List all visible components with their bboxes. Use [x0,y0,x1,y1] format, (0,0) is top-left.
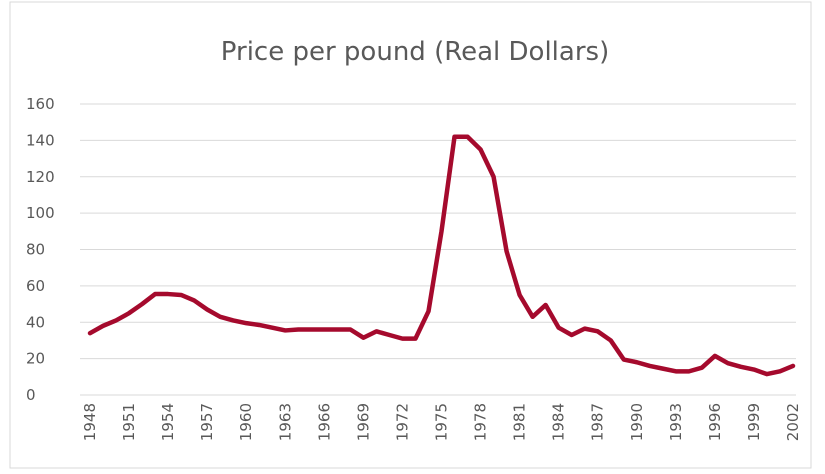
x-tick-label: 1990 [628,403,646,441]
chart-title: Price per pound (Real Dollars) [221,37,609,67]
x-tick-label: 1951 [120,403,138,441]
y-tick-label: 40 [26,313,45,331]
x-tick-label: 1978 [472,403,490,441]
y-tick-label: 160 [26,95,55,113]
x-tick-label: 2002 [784,403,802,441]
y-tick-label: 140 [26,131,55,149]
x-tick-label: 1969 [354,403,372,441]
x-tick-label: 1966 [315,403,333,441]
x-tick-label: 1948 [81,403,99,441]
x-tick-label: 1996 [706,403,724,441]
y-tick-label: 80 [26,241,45,259]
y-tick-label: 60 [26,277,45,295]
x-tick-label: 1984 [550,403,568,441]
chart-frame [9,1,812,469]
x-tick-label: 1957 [198,403,216,441]
x-tick-label: 1975 [433,403,451,441]
x-tick-label: 1972 [393,403,411,441]
line-series [87,134,796,377]
x-tick-label: 1999 [745,403,763,441]
x-tick-label: 1993 [667,403,685,441]
x-tick-label: 1960 [237,403,255,441]
x-tick-label: 1954 [159,403,177,441]
x-tick-label: 1981 [511,403,529,441]
y-tick-label: 120 [26,168,55,186]
y-tick-label: 0 [26,386,36,404]
y-tick-label: 20 [26,350,45,368]
x-tick-label: 1963 [276,403,294,441]
x-tick-label: 1987 [589,403,607,441]
y-tick-label: 100 [26,204,55,222]
